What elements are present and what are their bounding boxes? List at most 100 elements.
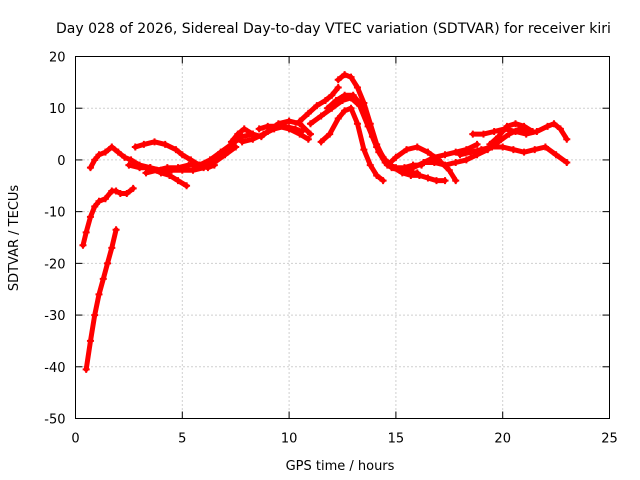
data-point [347, 104, 355, 112]
series-line [297, 85, 341, 124]
data-point [403, 146, 411, 154]
data-point [127, 156, 135, 164]
data-point [398, 166, 406, 174]
data-point [125, 161, 133, 169]
data-point [334, 115, 342, 123]
data-point [99, 275, 107, 283]
series-trace-20 [486, 120, 537, 148]
data-point [249, 135, 257, 143]
data-point [353, 120, 361, 128]
data-point [95, 197, 103, 205]
y-tick-label: -40 [44, 361, 65, 376]
data-point [183, 182, 191, 190]
series-trace-9 [238, 122, 306, 146]
data-point [341, 71, 349, 79]
x-axis-label: GPS time / hours [286, 459, 395, 474]
series-trace-11 [296, 84, 342, 125]
plot-frame [75, 56, 610, 419]
data-point [264, 122, 272, 130]
data-point [234, 130, 242, 138]
data-point [512, 127, 520, 135]
data-point [86, 164, 94, 172]
x-tick-label: 0 [71, 432, 79, 447]
series-line [318, 105, 386, 184]
data-point [373, 171, 381, 179]
data-point [452, 159, 460, 167]
data-point [512, 120, 520, 128]
data-point [123, 190, 131, 198]
data-point [556, 125, 564, 133]
data-point [153, 166, 161, 174]
data-point [114, 148, 122, 156]
data-point [441, 151, 449, 159]
data-point [151, 138, 159, 146]
data-point [563, 159, 571, 167]
data-point [79, 241, 87, 249]
data-point [238, 138, 246, 146]
data-point [409, 164, 417, 172]
data-point [379, 177, 387, 185]
data-point [381, 156, 389, 164]
data-point [108, 244, 116, 252]
data-point [383, 161, 391, 169]
data-point [131, 143, 139, 151]
data-point [227, 138, 235, 146]
data-point [317, 138, 325, 146]
data-point [563, 135, 571, 143]
data-point [163, 164, 171, 172]
data-point [520, 122, 528, 130]
data-point [174, 164, 182, 172]
y-tick-label: 0 [57, 154, 65, 169]
data-point [195, 161, 203, 169]
data-point [520, 148, 528, 156]
data-point [432, 177, 440, 185]
data-point [161, 140, 169, 148]
data-point [479, 130, 487, 138]
x-tick-label: 10 [281, 432, 298, 447]
data-point [116, 190, 124, 198]
data-point [486, 140, 494, 148]
data-point [494, 133, 502, 141]
data-point [112, 187, 120, 195]
series-trace-14 [306, 94, 449, 185]
data-point [462, 156, 470, 164]
data-point [509, 146, 517, 154]
data-point [469, 130, 477, 138]
data-point [306, 130, 314, 138]
data-point [187, 156, 195, 164]
data-point [420, 159, 428, 167]
data-point [86, 337, 94, 345]
data-point [121, 153, 129, 161]
data-point [91, 156, 99, 164]
data-point [178, 151, 186, 159]
data-point [415, 171, 423, 179]
x-tick-label: 5 [178, 432, 186, 447]
data-point [544, 122, 552, 130]
data-point [304, 109, 312, 117]
data-point [142, 169, 150, 177]
data-point [529, 127, 537, 135]
series-line [384, 144, 459, 184]
data-point [341, 107, 349, 115]
series-trace-10 [317, 104, 387, 185]
data-point [136, 164, 144, 172]
series-trace-5 [125, 143, 240, 174]
data-point [364, 122, 372, 130]
series-trace-1 [82, 226, 120, 373]
data-point [82, 365, 90, 373]
data-point [424, 174, 432, 182]
data-point [104, 259, 112, 267]
data-point [407, 171, 415, 179]
x-tick-label: 15 [388, 432, 405, 447]
data-point [360, 146, 368, 154]
data-point [95, 290, 103, 298]
y-tick-label: -10 [44, 206, 65, 221]
data-point [206, 156, 214, 164]
data-point [531, 146, 539, 154]
data-point [328, 91, 336, 99]
data-point [240, 125, 248, 133]
data-point [326, 130, 334, 138]
data-point [321, 96, 329, 104]
x-tick-label: 25 [601, 432, 618, 447]
